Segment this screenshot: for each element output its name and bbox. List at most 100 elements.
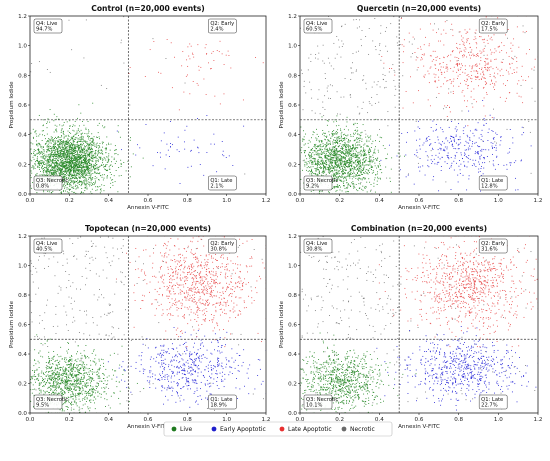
point-live bbox=[46, 161, 48, 163]
point-live bbox=[53, 144, 55, 146]
point-live bbox=[99, 149, 101, 151]
point-live bbox=[108, 159, 110, 161]
point-live bbox=[328, 131, 330, 133]
point-live bbox=[101, 152, 103, 154]
point-live bbox=[320, 163, 322, 165]
point-early bbox=[228, 155, 230, 157]
point-live bbox=[49, 148, 51, 150]
point-live bbox=[95, 168, 97, 170]
point-live bbox=[118, 175, 120, 177]
point-late bbox=[421, 58, 423, 60]
point-live bbox=[345, 147, 346, 149]
point-live bbox=[66, 164, 68, 166]
point-live bbox=[72, 160, 74, 162]
point-live bbox=[91, 137, 92, 139]
point-live bbox=[359, 140, 361, 141]
point-live bbox=[82, 155, 84, 157]
point-necrotic bbox=[496, 142, 497, 144]
point-early bbox=[466, 189, 468, 191]
point-live bbox=[44, 174, 46, 176]
point-live bbox=[85, 160, 87, 162]
point-necrotic bbox=[417, 156, 419, 158]
point-live bbox=[50, 154, 52, 156]
point-live bbox=[57, 146, 59, 148]
point-late bbox=[144, 76, 146, 77]
point-live bbox=[76, 158, 78, 160]
point-live bbox=[55, 151, 56, 153]
point-live bbox=[344, 163, 346, 165]
point-live bbox=[327, 151, 329, 153]
point-live bbox=[96, 158, 98, 159]
point-live bbox=[303, 159, 305, 161]
point-live bbox=[73, 156, 75, 158]
point-late bbox=[242, 99, 244, 101]
point-live bbox=[74, 169, 76, 171]
point-live bbox=[308, 162, 310, 164]
point-live bbox=[84, 159, 86, 161]
point-late bbox=[433, 59, 435, 61]
point-live bbox=[85, 152, 87, 154]
point-live bbox=[354, 187, 356, 189]
point-live bbox=[47, 170, 49, 172]
point-live bbox=[336, 184, 338, 186]
point-late bbox=[499, 75, 501, 77]
point-live bbox=[349, 173, 351, 175]
point-live bbox=[318, 171, 320, 173]
point-live bbox=[43, 124, 44, 126]
point-live bbox=[52, 190, 54, 192]
point-live bbox=[76, 172, 78, 174]
point-live bbox=[78, 154, 80, 155]
point-live bbox=[363, 167, 365, 169]
point-live bbox=[79, 181, 81, 183]
point-late bbox=[513, 69, 515, 71]
point-live bbox=[117, 154, 119, 156]
point-live bbox=[355, 149, 357, 151]
point-live bbox=[79, 158, 81, 160]
point-live bbox=[341, 190, 343, 192]
point-live bbox=[107, 161, 109, 163]
point-necrotic bbox=[336, 53, 338, 55]
point-live bbox=[73, 165, 75, 167]
point-necrotic bbox=[359, 112, 361, 114]
point-live bbox=[56, 168, 58, 170]
point-live bbox=[302, 130, 304, 132]
point-live bbox=[358, 177, 360, 179]
point-live bbox=[347, 186, 349, 188]
series-necrotic bbox=[300, 16, 536, 192]
point-necrotic bbox=[385, 86, 387, 88]
point-live bbox=[60, 171, 62, 173]
point-live bbox=[58, 174, 60, 176]
point-necrotic bbox=[301, 73, 303, 75]
series-early bbox=[380, 100, 532, 192]
point-live bbox=[97, 186, 99, 188]
point-live bbox=[93, 157, 95, 159]
point-live bbox=[81, 149, 83, 151]
point-live bbox=[69, 164, 71, 166]
point-live bbox=[82, 150, 84, 152]
point-live bbox=[358, 141, 360, 143]
point-live bbox=[78, 144, 80, 146]
point-live bbox=[39, 151, 41, 153]
point-live bbox=[82, 149, 84, 151]
point-live bbox=[389, 177, 391, 179]
point-live bbox=[322, 170, 324, 172]
point-live bbox=[372, 154, 374, 156]
point-late bbox=[460, 67, 462, 69]
point-live bbox=[76, 185, 78, 187]
point-live bbox=[88, 148, 90, 150]
point-live bbox=[330, 156, 332, 158]
point-necrotic bbox=[450, 91, 452, 93]
point-live bbox=[73, 187, 75, 189]
point-late bbox=[181, 65, 183, 67]
point-early bbox=[444, 150, 446, 152]
point-necrotic bbox=[445, 106, 447, 108]
point-early bbox=[198, 152, 200, 154]
point-live bbox=[346, 187, 348, 188]
point-live bbox=[90, 151, 92, 153]
point-early bbox=[419, 138, 421, 140]
point-live bbox=[70, 148, 72, 150]
point-live bbox=[315, 162, 317, 164]
point-late bbox=[445, 68, 447, 69]
point-live bbox=[53, 151, 55, 153]
point-live bbox=[317, 174, 319, 176]
